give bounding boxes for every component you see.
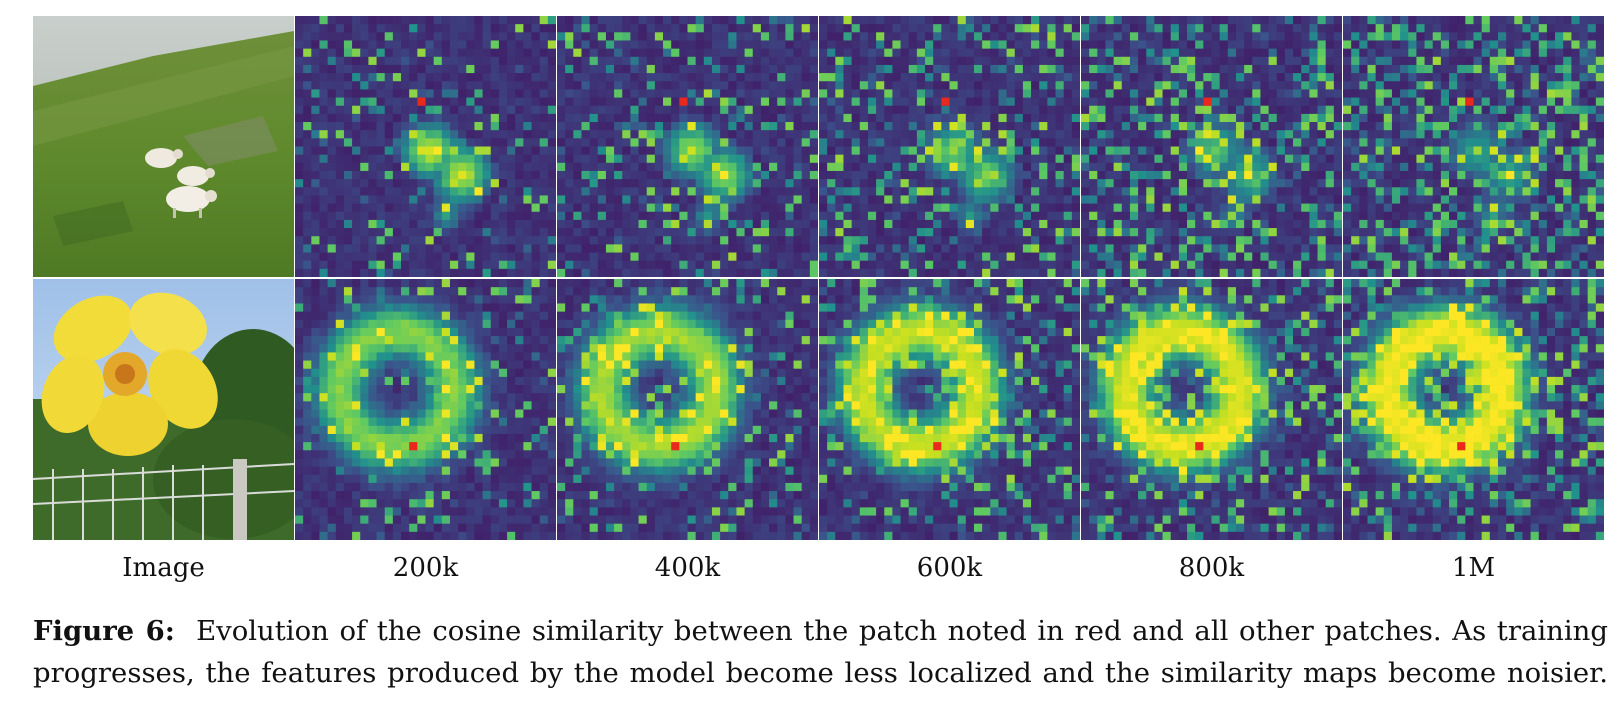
anchor-patch-red bbox=[409, 442, 418, 451]
similarity-map-flower-1m bbox=[1343, 279, 1604, 540]
column-label-600k: 600k bbox=[916, 553, 983, 583]
similarity-map-sheep-600k bbox=[819, 16, 1080, 277]
similarity-map-flower-200k bbox=[295, 279, 556, 540]
sheep-1 bbox=[145, 148, 183, 168]
column-label-200k: 200k bbox=[392, 553, 459, 583]
sheep-3 bbox=[166, 186, 217, 218]
anchor-patch-red bbox=[941, 97, 950, 106]
column-label-1m: 1M bbox=[1451, 553, 1496, 583]
figure-grid bbox=[33, 16, 1606, 540]
similarity-map-sheep-400k bbox=[557, 16, 818, 277]
photo-yellow-flower bbox=[33, 279, 294, 540]
anchor-patch-red bbox=[933, 442, 942, 451]
anchor-patch-red bbox=[1203, 97, 1212, 106]
column-label-800k: 800k bbox=[1178, 553, 1245, 583]
photo-sheep-hillside bbox=[33, 16, 294, 277]
anchor-patch-red bbox=[1195, 442, 1204, 451]
similarity-map-flower-800k bbox=[1081, 279, 1342, 540]
flower bbox=[41, 292, 218, 456]
similarity-map-flower-600k bbox=[819, 279, 1080, 540]
similarity-map-sheep-800k bbox=[1081, 16, 1342, 277]
similarity-map-sheep-1m bbox=[1343, 16, 1604, 277]
anchor-patch-red bbox=[679, 97, 688, 106]
anchor-patch-red bbox=[1465, 97, 1474, 106]
column-label-image: Image bbox=[122, 553, 205, 583]
caption-label: Figure 6: bbox=[33, 615, 175, 647]
fence bbox=[33, 463, 294, 540]
anchor-patch-red bbox=[417, 97, 426, 106]
column-label-400k: 400k bbox=[654, 553, 721, 583]
similarity-map-flower-400k bbox=[557, 279, 818, 540]
anchor-patch-red bbox=[1457, 442, 1466, 451]
caption-text: Evolution of the cosine similarity betwe… bbox=[33, 615, 1608, 689]
figure-caption: Figure 6: Evolution of the cosine simila… bbox=[33, 610, 1608, 694]
sheep-2 bbox=[177, 166, 215, 186]
anchor-patch-red bbox=[671, 442, 680, 451]
similarity-map-sheep-200k bbox=[295, 16, 556, 277]
